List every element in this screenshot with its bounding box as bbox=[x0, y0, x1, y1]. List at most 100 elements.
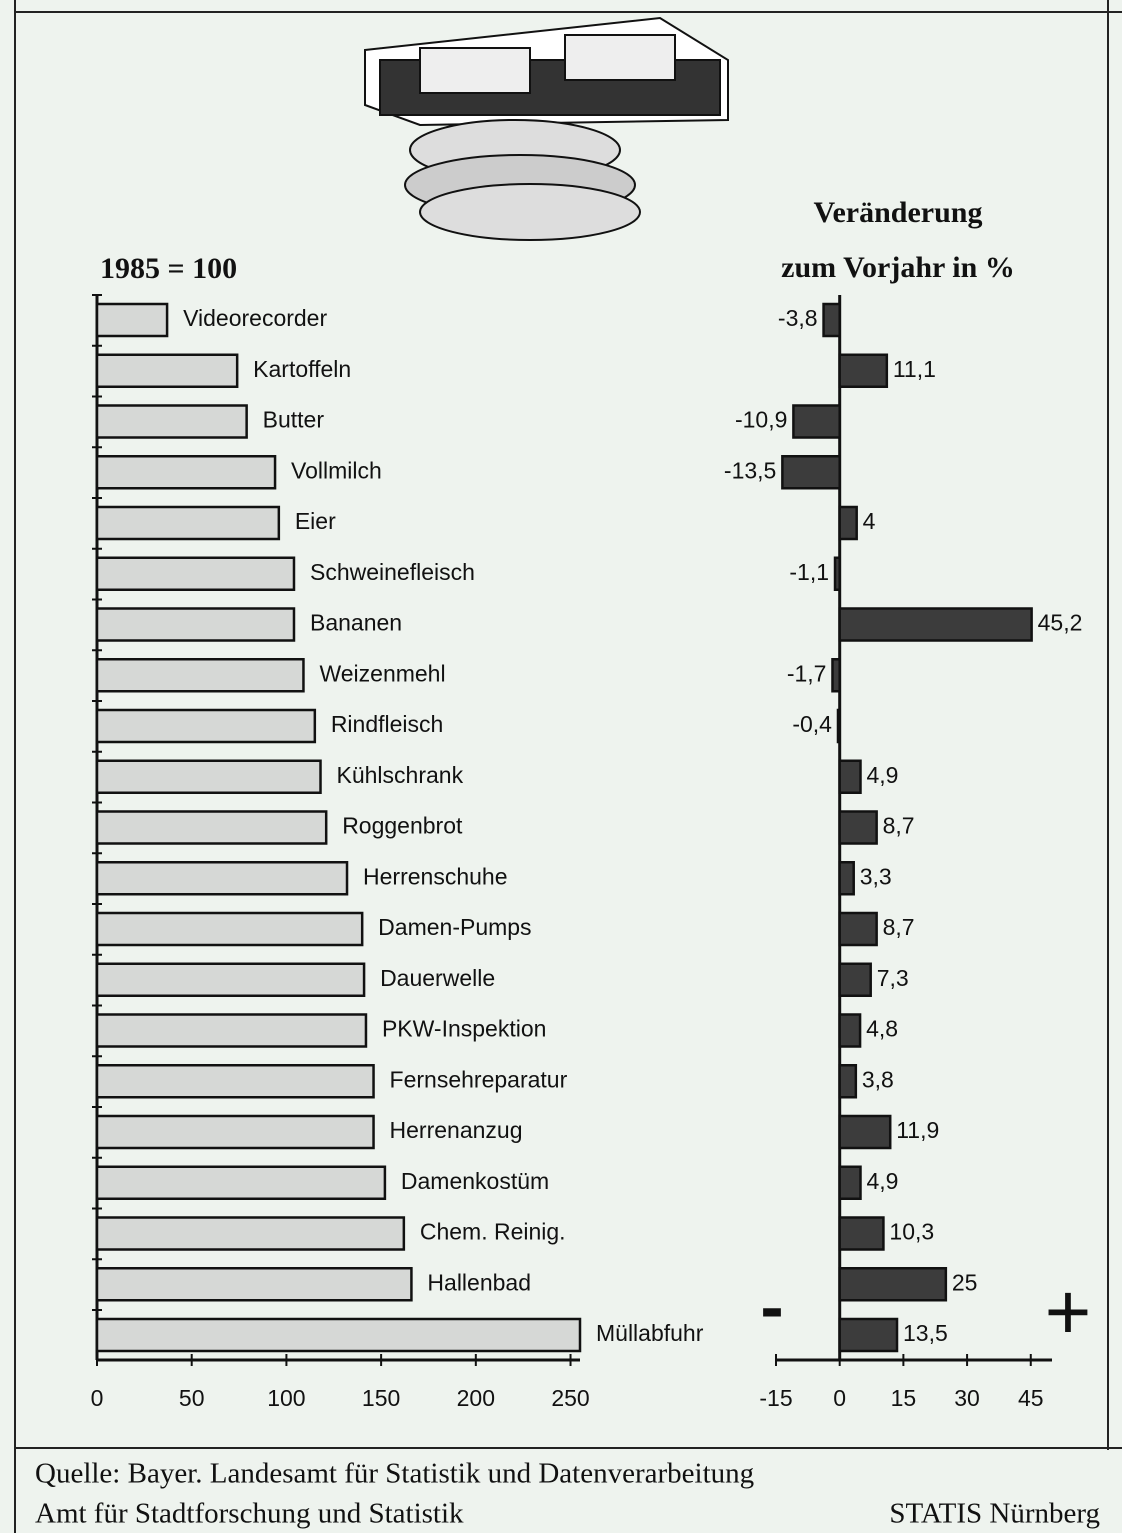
bar bbox=[836, 708, 841, 744]
category-label: PKW-Inspektion bbox=[382, 1016, 546, 1042]
bar bbox=[95, 962, 366, 997]
bar bbox=[95, 1216, 406, 1251]
plus-sign: + bbox=[1045, 1267, 1092, 1356]
bar bbox=[838, 911, 878, 947]
category-label: Damenkostüm bbox=[401, 1168, 549, 1194]
category-label: Schweinefleisch bbox=[310, 559, 475, 585]
value-label: -1,1 bbox=[789, 559, 829, 585]
value-label: -13,5 bbox=[724, 457, 776, 483]
bar bbox=[95, 708, 317, 744]
value-label: 13,5 bbox=[903, 1320, 948, 1346]
category-label: Herrenanzug bbox=[390, 1117, 523, 1143]
bar bbox=[838, 1114, 892, 1150]
right-title: zum Vorjahr in % bbox=[781, 251, 1015, 284]
category-label: Kühlschrank bbox=[337, 762, 464, 788]
category-label: Fernsehreparatur bbox=[390, 1066, 568, 1092]
bar bbox=[838, 353, 889, 388]
bar bbox=[95, 1165, 387, 1200]
bar bbox=[95, 556, 296, 591]
x-tick-label: 30 bbox=[954, 1385, 980, 1411]
right-title: Veränderung bbox=[814, 196, 983, 229]
bar bbox=[838, 810, 878, 845]
x-tick-label: 150 bbox=[362, 1385, 400, 1411]
value-label: 4 bbox=[863, 508, 876, 534]
bar bbox=[822, 302, 841, 338]
value-label: -1,7 bbox=[787, 660, 827, 686]
value-label: -0,4 bbox=[792, 711, 832, 737]
value-label: 8,7 bbox=[883, 813, 915, 839]
bar bbox=[838, 1267, 948, 1302]
bar bbox=[95, 1267, 413, 1302]
x-tick-label: 15 bbox=[891, 1385, 917, 1411]
value-label: 4,9 bbox=[866, 1168, 898, 1194]
bar bbox=[838, 1317, 899, 1353]
category-label: Herrenschuhe bbox=[363, 863, 507, 889]
value-label: -3,8 bbox=[778, 305, 818, 331]
value-label: 25 bbox=[952, 1269, 978, 1295]
value-label: 3,8 bbox=[862, 1066, 894, 1092]
bar bbox=[838, 759, 862, 794]
value-label: 11,1 bbox=[893, 356, 936, 382]
footer-office: Amt für Stadtforschung und Statistik bbox=[35, 1498, 464, 1530]
category-label: Eier bbox=[295, 508, 336, 534]
bar bbox=[838, 1013, 862, 1048]
value-label: 45,2 bbox=[1038, 610, 1083, 636]
category-label: Butter bbox=[263, 407, 325, 433]
value-label: 11,9 bbox=[896, 1117, 939, 1143]
bar bbox=[95, 861, 349, 896]
footer-source: Quelle: Bayer. Landesamt für Statistik u… bbox=[35, 1458, 754, 1490]
category-label: Rindfleisch bbox=[331, 711, 444, 737]
bar bbox=[833, 556, 841, 591]
bar bbox=[781, 455, 841, 490]
value-label: 10,3 bbox=[889, 1219, 934, 1245]
category-label: Bananen bbox=[310, 610, 402, 636]
bar bbox=[838, 607, 1033, 642]
x-tick-label: 100 bbox=[267, 1385, 305, 1411]
category-label: Müllabfuhr bbox=[596, 1320, 704, 1346]
bar bbox=[838, 505, 858, 541]
bar bbox=[838, 1216, 885, 1251]
category-label: Roggenbrot bbox=[342, 813, 463, 839]
bar bbox=[95, 302, 169, 338]
minus-sign: - bbox=[760, 1267, 783, 1345]
money-illustration bbox=[364, 16, 729, 241]
value-label: 4,8 bbox=[866, 1016, 898, 1042]
bar bbox=[838, 1165, 862, 1200]
category-label: Chem. Reinig. bbox=[420, 1219, 566, 1245]
bar bbox=[95, 911, 364, 947]
bar bbox=[95, 810, 328, 845]
x-tick-label: 200 bbox=[457, 1385, 495, 1411]
bar bbox=[95, 1114, 375, 1150]
bar bbox=[95, 1317, 582, 1353]
bar bbox=[831, 658, 841, 693]
bar bbox=[838, 1064, 858, 1099]
bar bbox=[95, 1013, 368, 1048]
value-label: -10,9 bbox=[735, 407, 787, 433]
bar bbox=[95, 455, 277, 490]
footer-brand: STATIS Nürnberg bbox=[889, 1498, 1100, 1530]
bar bbox=[838, 962, 872, 997]
value-label: 4,9 bbox=[866, 762, 898, 788]
bar bbox=[95, 404, 248, 439]
x-tick-label: -15 bbox=[759, 1385, 792, 1411]
x-tick-label: 0 bbox=[833, 1385, 846, 1411]
value-label: 7,3 bbox=[877, 965, 909, 991]
bar bbox=[95, 353, 239, 388]
category-label: Vollmilch bbox=[291, 457, 382, 483]
category-label: Weizenmehl bbox=[319, 660, 445, 686]
x-tick-label: 250 bbox=[551, 1385, 589, 1411]
bar bbox=[838, 861, 855, 896]
x-tick-label: 0 bbox=[91, 1385, 104, 1411]
frame bbox=[14, 0, 1122, 1533]
category-label: Videorecorder bbox=[183, 305, 327, 331]
left-subtitle: 1985 = 100 bbox=[100, 252, 237, 285]
value-label: 8,7 bbox=[883, 914, 915, 940]
bar bbox=[95, 607, 296, 642]
category-label: Hallenbad bbox=[427, 1269, 531, 1295]
category-label: Damen-Pumps bbox=[378, 914, 531, 940]
category-label: Dauerwelle bbox=[380, 965, 495, 991]
bar bbox=[95, 759, 322, 794]
category-label: Kartoffeln bbox=[253, 356, 351, 382]
value-label: 3,3 bbox=[860, 863, 892, 889]
